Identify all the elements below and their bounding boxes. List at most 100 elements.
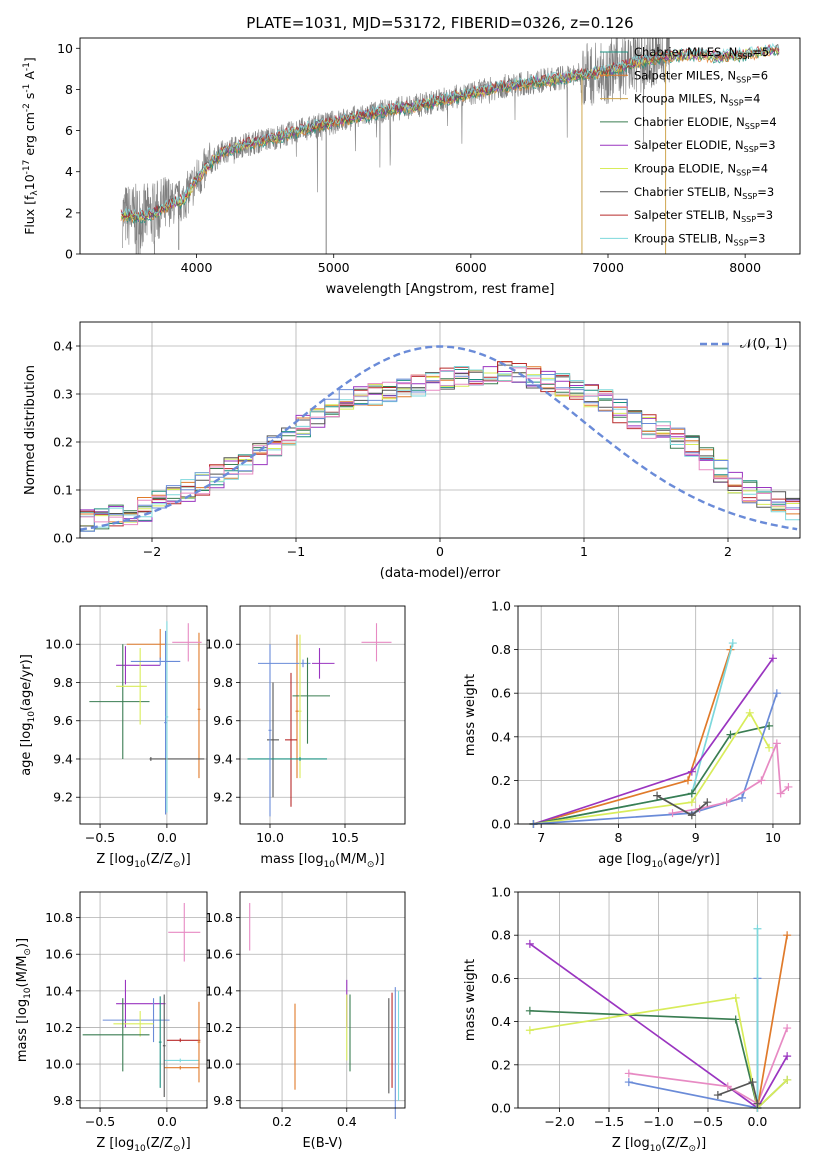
tick-label-y: 10.2 [45,1020,73,1035]
tick-label-y: 4 [65,164,73,179]
weight-marker [731,993,740,1002]
tick-label-y: 0.0 [491,817,511,832]
tick-label-x: 4000 [181,260,213,275]
tick-label-y: 0.6 [491,686,511,701]
weight-marker [768,654,777,663]
tick-label-y: 8 [65,82,73,97]
tick-label-y: 9.6 [53,713,73,728]
weight-marker [748,1078,757,1087]
weight-marker [765,743,774,752]
tick-label-y: 9.4 [53,751,73,766]
legend-entry: Kroupa MILES, NSSP=4 [634,92,760,108]
tick-label-y: 10 [57,41,73,56]
frame-histogram [79,321,801,539]
histogram-series [80,366,800,522]
frame-weight_vs_Z [517,891,801,1109]
tick-label-y: 0.2 [491,773,511,788]
ylabel-age_vs_Z: age [log10(age/yr)] [19,654,37,776]
histogram-series [80,369,800,526]
weight-line [529,996,788,1110]
weight-marker [738,793,747,802]
histogram-series [80,369,800,527]
tick-label-y: 0.2 [53,435,73,450]
weight-marker [525,1026,534,1035]
tick-label-y: 10.0 [205,637,233,652]
legend-entry: Chabrier ELODIE, NSSP=4 [634,115,777,131]
frame-age_vs_mass [239,605,406,825]
weight-line [533,725,770,825]
legend-entry: Kroupa ELODIE, NSSP=4 [634,162,768,178]
histogram-series [80,374,800,532]
tick-label-x: −0.5 [693,1114,723,1129]
tick-label-x: 10.5 [331,830,359,845]
weight-marker [687,789,696,798]
tick-label-x: 8000 [729,260,761,275]
tick-label-y: 9.8 [213,1093,233,1108]
weight-line [756,935,788,1109]
weight_vs_age-series [529,639,793,828]
weight-marker [525,1006,534,1015]
tick-label-y: 0.4 [53,339,73,354]
frame-mass_vs_Z [79,891,208,1109]
xlabel-histogram: (data-model)/error [380,566,501,581]
tick-label-x: −0.5 [85,830,115,845]
tick-label-x: 2 [724,544,732,559]
weight-marker [525,939,534,948]
legend-entry: Salpeter MILES, NSSP=6 [634,68,768,84]
ylabel-mass_vs_Z: mass [log10(M/M⊙)] [15,938,33,1062]
tick-label-y: 6 [65,123,73,138]
weight-marker [723,1082,732,1091]
xlabel-weight_vs_age: age [log10(age/yr)] [598,852,720,870]
tick-label-y: 10.6 [205,947,233,962]
tick-label-x: 9 [692,830,700,845]
tick-label-x: 0 [436,544,444,559]
tick-label-y: 0.8 [491,928,511,943]
weight-marker [783,1024,792,1033]
tick-label-x: −2 [143,544,161,559]
ylabel-weight_vs_age: mass weight [463,674,478,756]
weight-marker [784,782,793,791]
tick-label-x: 0.2 [272,1114,292,1129]
tick-label-y: 0.4 [491,1014,511,1029]
axes-mass_vs_ebv: 0.2 0.4 9.8 10.0 10.2 10.4 10.6 10.8 [205,892,405,1129]
frame-age_vs_Z [79,605,208,825]
weight-marker [783,931,792,940]
tick-label-x: 0.0 [157,1114,177,1129]
weight-marker [757,776,766,785]
weight-marker [703,798,712,807]
weight-marker [776,789,785,798]
weight-line [533,711,770,825]
tick-label-x: −1.5 [594,1114,624,1129]
gaussian-curve [80,345,798,531]
tick-label-y: 0.0 [53,531,73,546]
tick-label-x: −1.0 [643,1114,673,1129]
xlabel-mass_vs_ebv: E(B-V) [302,1136,342,1151]
tick-label-y: 9.8 [53,1093,73,1108]
tick-label-x: −2.0 [544,1114,574,1129]
tick-label-x: 6000 [455,260,487,275]
spectrum-legend: Chabrier MILES, NSSP=5 Salpeter MILES, NS… [600,45,777,247]
xlabel-mass_vs_Z: Z [log10(Z/Z⊙)] [96,1136,190,1154]
legend-entry: Kroupa STELIB, NSSP=3 [634,231,765,247]
spectrum-model-line [120,42,780,219]
tick-label-y: 0.8 [491,642,511,657]
weight-marker [624,1069,633,1078]
tick-label-x: 0.0 [748,1114,768,1129]
tick-label-x: −0.5 [85,1114,115,1129]
tick-label-y: 10.8 [45,910,73,925]
tick-label-x: −1 [287,544,305,559]
weight-marker [624,1078,633,1087]
weight-marker [745,708,754,717]
weight-marker [772,689,781,698]
weight-marker [728,639,737,648]
spectrum-data-line [122,38,670,254]
tick-label-y: 9.6 [213,713,233,728]
frame-spectrum [79,37,801,255]
legend-entry: Chabrier STELIB, NSSP=3 [634,185,774,201]
legend-entry: Salpeter STELIB, NSSP=3 [634,208,773,224]
weight-marker [687,811,696,820]
tick-label-y: 10.6 [45,947,73,962]
weight-marker [722,798,731,807]
axes-spectrum: 4000 5000 6000 7000 8000 0 2 4 6 8 10 [57,41,761,275]
